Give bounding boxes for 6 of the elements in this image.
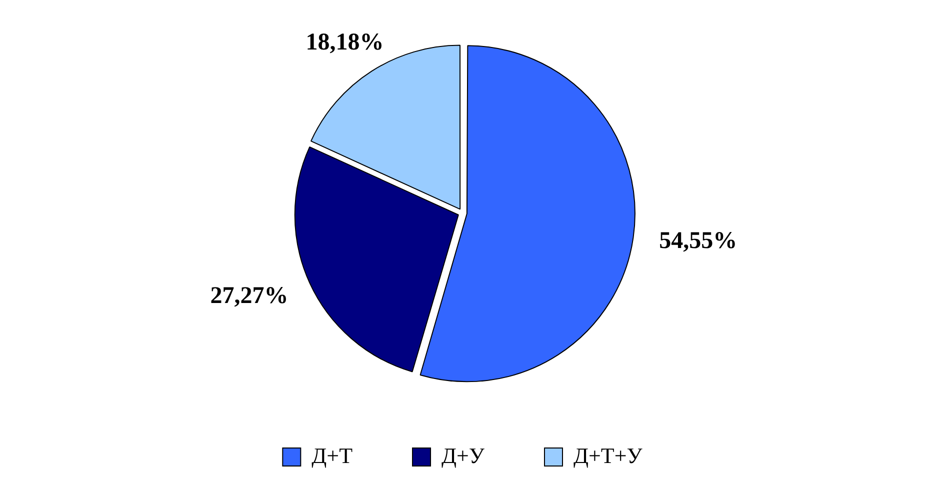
legend-label: Д+У — [442, 442, 485, 468]
legend-label: Д+Т — [312, 442, 354, 468]
data-label: 18,18% — [306, 30, 384, 56]
legend-label: Д+Т+У — [574, 442, 643, 468]
data-label: 27,27% — [210, 282, 288, 309]
data-label: 54,55% — [659, 228, 738, 254]
